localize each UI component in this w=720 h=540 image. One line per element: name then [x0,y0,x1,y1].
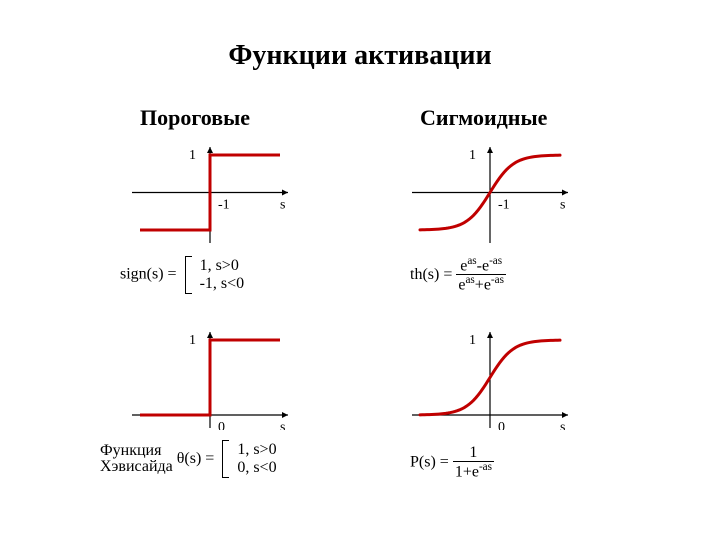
plot-sign: 1 -1 s [130,145,290,245]
plot-heaviside: 1 0 s [130,330,290,430]
tanh-num: eas-e-as [456,256,506,275]
svg-text:s: s [560,198,565,213]
svg-text:1: 1 [469,333,476,348]
svg-text:-1: -1 [218,198,230,213]
formula-tanh: th(s) = eas-e-as eas+e-as [410,256,506,294]
svg-text:0: 0 [498,420,505,430]
formula-sign-lhs: sign(s) = [120,266,181,283]
plot-tanh: 1 -1 s [410,145,570,245]
fraction: eas-e-as eas+e-as [456,256,506,294]
svg-text:s: s [560,420,565,430]
heading-sigmoid: Сигмоидные [420,105,547,131]
svg-text:-1: -1 [498,198,510,213]
svg-text:1: 1 [189,148,196,163]
formula-sign: sign(s) = 1, s>0 -1, s<0 [120,256,244,294]
tanh-den: eas+e-as [456,275,506,293]
heaviside-prefix: ФункцияХэвисайда [100,443,173,475]
fraction: 1 1+e-as [453,445,494,480]
case-line: 1, s>0 [237,441,276,458]
logistic-num: 1 [453,445,494,462]
svg-text:1: 1 [189,333,196,348]
formula-logistic-lhs: P(s) = [410,454,453,471]
formula-sign-cases: 1, s>0 -1, s<0 [200,257,245,292]
case-line: -1, s<0 [200,275,245,292]
case-line: 0, s<0 [237,459,276,476]
plot-logistic: 1 0 s [410,330,570,430]
svg-text:0: 0 [218,420,225,430]
page-title: Функции активации [0,40,720,72]
formula-heaviside: ФункцияХэвисайда θ(s) = 1, s>0 0, s<0 [100,440,277,478]
formula-logistic: P(s) = 1 1+e-as [410,445,494,480]
logistic-den: 1+e-as [453,462,494,480]
formula-tanh-lhs: th(s) = [410,266,456,283]
case-line: 1, s>0 [200,257,239,274]
heading-threshold: Пороговые [140,105,250,131]
svg-text:s: s [280,420,285,430]
bracket-icon [185,256,192,294]
svg-text:s: s [280,198,285,213]
formula-heaviside-cases: 1, s>0 0, s<0 [237,441,276,476]
bracket-icon [222,440,229,478]
formula-heaviside-lhs: θ(s) = [177,450,219,467]
svg-text:1: 1 [469,148,476,163]
